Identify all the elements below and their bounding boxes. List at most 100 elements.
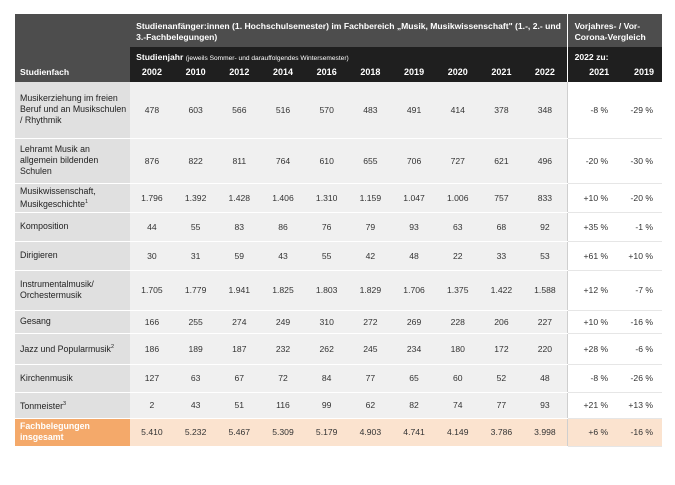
value-cell: 48: [523, 364, 568, 393]
change-percent-cell: +12 %: [566, 270, 618, 311]
value-cell: 67: [217, 364, 262, 393]
value-cell: 483: [348, 82, 393, 139]
change-percent-cell: +6 %: [566, 418, 618, 447]
change-percent-cell: -29 %: [617, 82, 662, 139]
row-label-text: Musikwissenschaft, Musikgeschichte: [20, 185, 96, 209]
table-row: Kirchenmusik 127 63 67 72 84 77 65 60 52 48 -8 % -26…: [15, 364, 662, 393]
value-cell: 478: [130, 82, 174, 139]
value-cell: 2: [130, 392, 174, 419]
value-cell: 262: [304, 333, 349, 365]
statistics-table: Studienanfänger:innen (1. Hochschulsemes…: [15, 14, 662, 447]
comparison-title: Vorjahres- / Vor-Corona-Vergleich: [566, 14, 662, 47]
value-cell: 33: [479, 241, 524, 271]
value-cell: 68: [479, 212, 524, 242]
change-percent-cell: -16 %: [617, 310, 662, 334]
header-row-sub: Studienfach Studienjahr (jeweils Sommer-…: [15, 47, 662, 82]
change-percent-cell: +10 %: [617, 241, 662, 271]
value-cell: 82: [392, 392, 436, 419]
value-cell: 1.706: [392, 270, 436, 311]
year-header: 2016: [304, 63, 349, 82]
value-cell: 348: [523, 82, 568, 139]
value-cell: 610: [304, 138, 349, 184]
value-cell: 31: [173, 241, 218, 271]
value-cell: 166: [130, 310, 174, 334]
value-cell: 3.998: [523, 418, 568, 447]
value-cell: 83: [217, 212, 262, 242]
value-cell: 1.829: [348, 270, 393, 311]
row-label-text: Tonmeister: [20, 400, 64, 411]
value-cell: 60: [435, 364, 480, 393]
value-cell: 1.588: [523, 270, 568, 311]
value-cell: 491: [392, 82, 436, 139]
year-header: 2021: [479, 63, 524, 82]
data-table-container: Studienanfänger:innen (1. Hochschulsemes…: [15, 14, 662, 447]
change-percent-cell: -20 %: [617, 183, 662, 213]
value-cell: 76: [304, 212, 349, 242]
value-cell: 1.779: [173, 270, 218, 311]
value-cell: 621: [479, 138, 524, 184]
year-header: 2012: [217, 63, 262, 82]
row-label: Tonmeister3: [15, 392, 131, 419]
value-cell: 55: [173, 212, 218, 242]
row-label-text: Gesang: [20, 316, 51, 326]
table-row: Dirigieren 30 31 59 43 55 42 48 22 33 53 +61 % +10 %: [15, 241, 662, 271]
table-row: Tonmeister3 2 43 51 116 99 62 82 74 77 93 +21 % +13 …: [15, 392, 662, 419]
value-cell: 72: [261, 364, 305, 393]
value-cell: 30: [130, 241, 174, 271]
year-header: 2014: [261, 63, 305, 82]
value-cell: 5.467: [217, 418, 262, 447]
value-cell: 516: [261, 82, 305, 139]
comparison-year-header: 2021: [566, 63, 618, 82]
value-cell: 77: [348, 364, 393, 393]
value-cell: 63: [435, 212, 480, 242]
value-cell: 52: [479, 364, 524, 393]
table-row: Jazz und Popularmusik2 186 189 187 232 262 245…: [15, 333, 662, 365]
value-cell: 5.410: [130, 418, 174, 447]
change-percent-cell: -30 %: [617, 138, 662, 184]
value-cell: 189: [173, 333, 218, 365]
change-percent-cell: -16 %: [617, 418, 662, 447]
value-cell: 4.741: [392, 418, 436, 447]
change-percent-cell: -26 %: [617, 364, 662, 393]
value-cell: 1.796: [130, 183, 174, 213]
row-label-text: Komposition: [20, 221, 69, 231]
studienfach-header: Studienfach: [15, 47, 131, 82]
row-label-text: Instrumentalmusik/ Orchestermusik: [20, 279, 94, 300]
table-row: Musikerziehung im freien Beruf und an Mu…: [15, 82, 662, 139]
value-cell: 99: [304, 392, 349, 419]
row-label-text: Jazz und Popularmusik: [20, 343, 111, 354]
row-label: Kirchenmusik: [15, 364, 131, 393]
change-percent-cell: -7 %: [617, 270, 662, 311]
row-label: Instrumentalmusik/ Orchestermusik: [15, 270, 131, 311]
value-cell: 245: [348, 333, 393, 365]
value-cell: 4.149: [435, 418, 480, 447]
change-percent-cell: -20 %: [566, 138, 618, 184]
value-cell: 232: [261, 333, 305, 365]
header-row-years: 2002 2010 2012 2014 2016 2018 2019 2020 2021 2022…: [15, 63, 662, 82]
value-cell: 53: [523, 241, 568, 271]
value-cell: 180: [435, 333, 480, 365]
value-cell: 764: [261, 138, 305, 184]
row-label: Lehramt Musik an allgemein bildenden Sch…: [15, 138, 131, 184]
comparison-year-header: 2019: [617, 63, 662, 82]
value-cell: 833: [523, 183, 568, 213]
value-cell: 1.310: [304, 183, 349, 213]
year-header: 2002: [130, 63, 174, 82]
footnote-marker: 3: [63, 400, 67, 407]
value-cell: 86: [261, 212, 305, 242]
value-cell: 1.406: [261, 183, 305, 213]
change-percent-cell: +21 %: [566, 392, 618, 419]
value-cell: 570: [304, 82, 349, 139]
value-cell: 77: [479, 392, 524, 419]
value-cell: 249: [261, 310, 305, 334]
value-cell: 220: [523, 333, 568, 365]
header-row-title: Studienanfänger:innen (1. Hochschulsemes…: [15, 14, 662, 47]
comparison-subheader: 2022 zu:: [566, 47, 662, 63]
value-cell: 4.903: [348, 418, 393, 447]
value-cell: 1.375: [435, 270, 480, 311]
table-row: Instrumentalmusik/ Orchestermusik 1.705 1.…: [15, 270, 662, 311]
value-cell: 757: [479, 183, 524, 213]
row-label: Musikwissenschaft, Musikgeschichte1: [15, 183, 131, 213]
value-cell: 1.705: [130, 270, 174, 311]
change-percent-cell: -8 %: [566, 82, 618, 139]
